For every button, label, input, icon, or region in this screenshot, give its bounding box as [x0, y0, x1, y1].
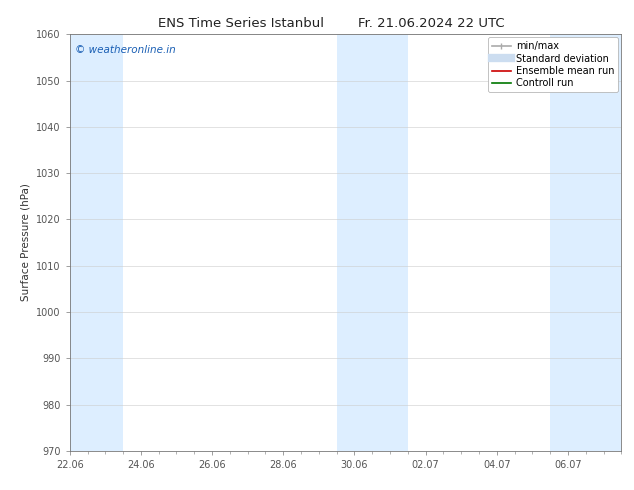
Y-axis label: Surface Pressure (hPa): Surface Pressure (hPa) — [20, 184, 30, 301]
Text: © weatheronline.in: © weatheronline.in — [75, 45, 176, 55]
Bar — [550, 34, 621, 451]
Bar — [70, 34, 123, 451]
Text: Fr. 21.06.2024 22 UTC: Fr. 21.06.2024 22 UTC — [358, 17, 505, 30]
Legend: min/max, Standard deviation, Ensemble mean run, Controll run: min/max, Standard deviation, Ensemble me… — [488, 37, 618, 92]
Text: ENS Time Series Istanbul: ENS Time Series Istanbul — [158, 17, 324, 30]
Bar — [337, 34, 408, 451]
